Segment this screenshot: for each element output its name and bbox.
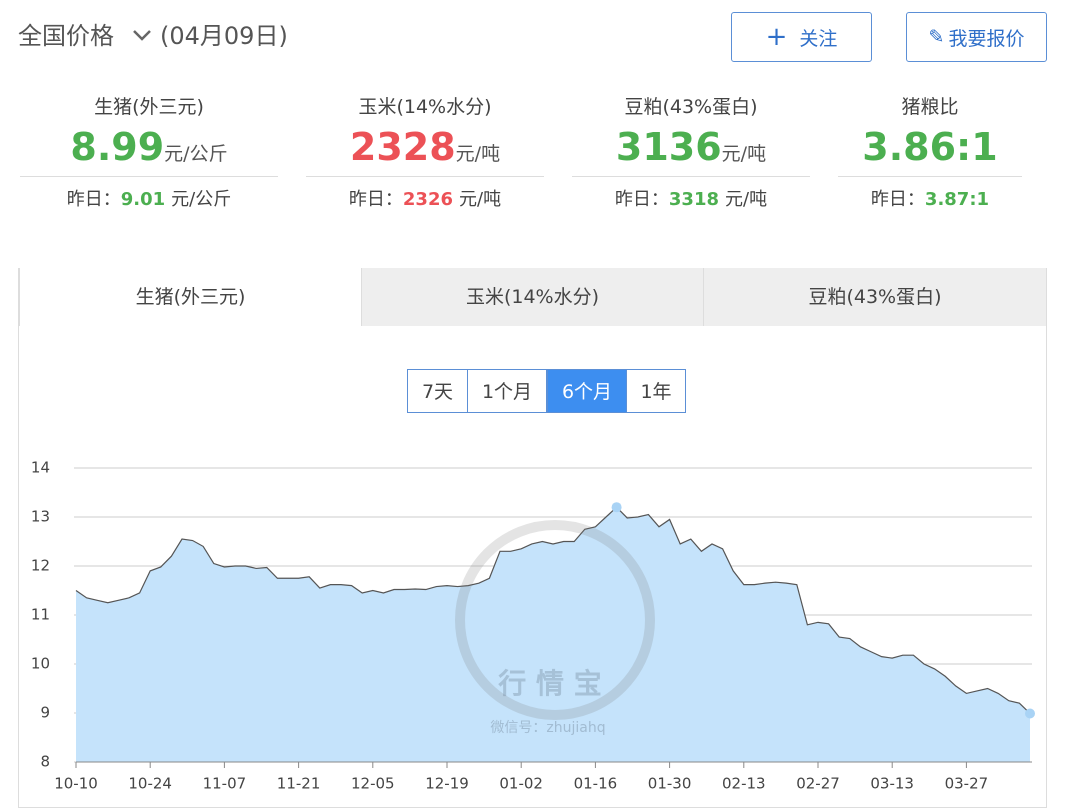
- x-tick-label: 02-27: [796, 775, 840, 793]
- point: [611, 502, 622, 513]
- area: [76, 507, 1030, 762]
- chart-tab[interactable]: 生猪(外三元): [19, 268, 361, 326]
- button-label: 我要报价: [948, 27, 1025, 50]
- range-button[interactable]: 1年: [626, 369, 686, 413]
- x-tick-label: 10-10: [54, 775, 98, 793]
- range-button[interactable]: 1个月: [467, 369, 547, 413]
- price-card: 生猪(外三元) 8.99元/公斤 昨日：9.01 元/公斤: [20, 92, 278, 223]
- price-card: 豆粕(43%蛋白) 3136元/吨 昨日：3318 元/吨: [572, 92, 810, 223]
- watermark-wechat: 微信号：zhujiahq: [490, 720, 605, 736]
- divider: [20, 176, 278, 177]
- quote-button[interactable]: ✎ 我要报价: [906, 12, 1047, 62]
- yesterday-label: 昨日：: [348, 189, 403, 210]
- button-label: 关注: [799, 27, 838, 50]
- page-title: 全国价格: [18, 22, 114, 50]
- yesterday-unit: 元/吨: [459, 189, 502, 210]
- yesterday-label: 昨日：: [66, 189, 121, 210]
- price-name: 猪粮比: [901, 96, 959, 118]
- x-tick-label: 11-07: [203, 775, 247, 793]
- y-tick-label: 14: [31, 459, 50, 477]
- divider: [838, 176, 1022, 177]
- yesterday: 昨日：9.01 元/公斤: [20, 177, 278, 223]
- y-tick-label: 9: [40, 704, 50, 722]
- point: [1025, 708, 1035, 719]
- line: [75, 506, 1031, 714]
- yesterday: 昨日：2326 元/吨: [306, 177, 544, 223]
- x-tick-label: 02-13: [722, 775, 766, 793]
- range-button[interactable]: 6个月: [547, 369, 627, 413]
- yesterday: 昨日：3318 元/吨: [572, 177, 810, 223]
- watermark-logo: [455, 520, 655, 720]
- price-card: 玉米(14%水分) 2328元/吨 昨日：2326 元/吨: [306, 92, 544, 223]
- price-row: 2328元/吨: [306, 122, 544, 172]
- x-tick-label: 03-13: [870, 775, 914, 793]
- chevron[interactable]: [132, 28, 152, 42]
- price-unit: 元/吨: [455, 143, 501, 165]
- yesterday-label: 昨日：: [614, 189, 669, 210]
- x-tick-label: 03-27: [945, 775, 989, 793]
- y-tick-label: 10: [31, 655, 50, 673]
- price-value: 3136: [615, 125, 722, 169]
- price-name: 生猪(外三元): [94, 96, 204, 118]
- x-tick-label: 11-21: [277, 775, 321, 793]
- price-row: 8.99元/公斤: [20, 122, 278, 172]
- range-button[interactable]: 7天: [407, 369, 468, 413]
- x-tick-label: 12-19: [425, 775, 469, 793]
- yesterday: 昨日：3.87:1: [838, 177, 1022, 223]
- price-name: 豆粕(43%蛋白): [624, 96, 758, 118]
- price-row: 3.86:1: [838, 122, 1022, 172]
- x-tick-label: 12-05: [351, 775, 395, 793]
- watermark-name: 行 情 宝: [497, 667, 602, 700]
- y-tick-label: 13: [31, 508, 50, 526]
- chart-tab[interactable]: 豆粕(43%蛋白): [703, 268, 1046, 326]
- yesterday-value: 3.87:1: [924, 189, 990, 210]
- price-row: 3136元/吨: [572, 122, 810, 172]
- divider: [572, 176, 810, 177]
- y-tick-label: 11: [31, 606, 50, 624]
- x-tick-label: 01-02: [499, 775, 543, 793]
- x-tick-label: 01-30: [648, 775, 692, 793]
- price-value: 8.99: [70, 125, 165, 169]
- yesterday-unit: 元/公斤: [171, 189, 232, 210]
- price-value: 2328: [349, 125, 456, 169]
- price-value: 3.86:1: [862, 125, 998, 169]
- follow-button[interactable]: + 关注: [731, 12, 872, 62]
- price-card: 猪粮比 3.86:1 昨日：3.87:1: [838, 92, 1022, 223]
- yesterday-value: 3318: [668, 189, 720, 210]
- divider: [306, 176, 544, 177]
- yesterday-value: 2326: [402, 189, 454, 210]
- yesterday-label: 昨日：: [870, 189, 925, 210]
- price-name: 玉米(14%水分): [358, 96, 492, 118]
- yesterday-value: 9.01: [120, 189, 166, 210]
- price-unit: 元/吨: [721, 143, 767, 165]
- y-tick-label: 12: [31, 557, 50, 575]
- x-tick-label: 10-24: [128, 775, 172, 793]
- yesterday-unit: 元/吨: [725, 189, 768, 210]
- y-tick-label: 8: [40, 753, 50, 771]
- date: (04月09日): [160, 22, 288, 50]
- chart-tab[interactable]: 玉米(14%水分): [361, 268, 703, 326]
- x-tick-label: 01-16: [574, 775, 618, 793]
- price-unit: 元/公斤: [164, 143, 228, 165]
